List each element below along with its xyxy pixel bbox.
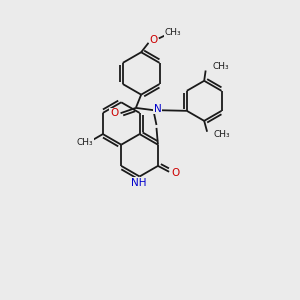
Text: O: O (171, 168, 179, 178)
Text: CH₃: CH₃ (164, 28, 181, 37)
Text: CH₃: CH₃ (214, 130, 230, 139)
Text: CH₃: CH₃ (77, 138, 93, 147)
Text: CH₃: CH₃ (212, 62, 229, 71)
Text: N: N (154, 104, 161, 114)
Text: O: O (110, 108, 118, 118)
Text: O: O (150, 35, 158, 46)
Text: NH: NH (131, 178, 147, 188)
